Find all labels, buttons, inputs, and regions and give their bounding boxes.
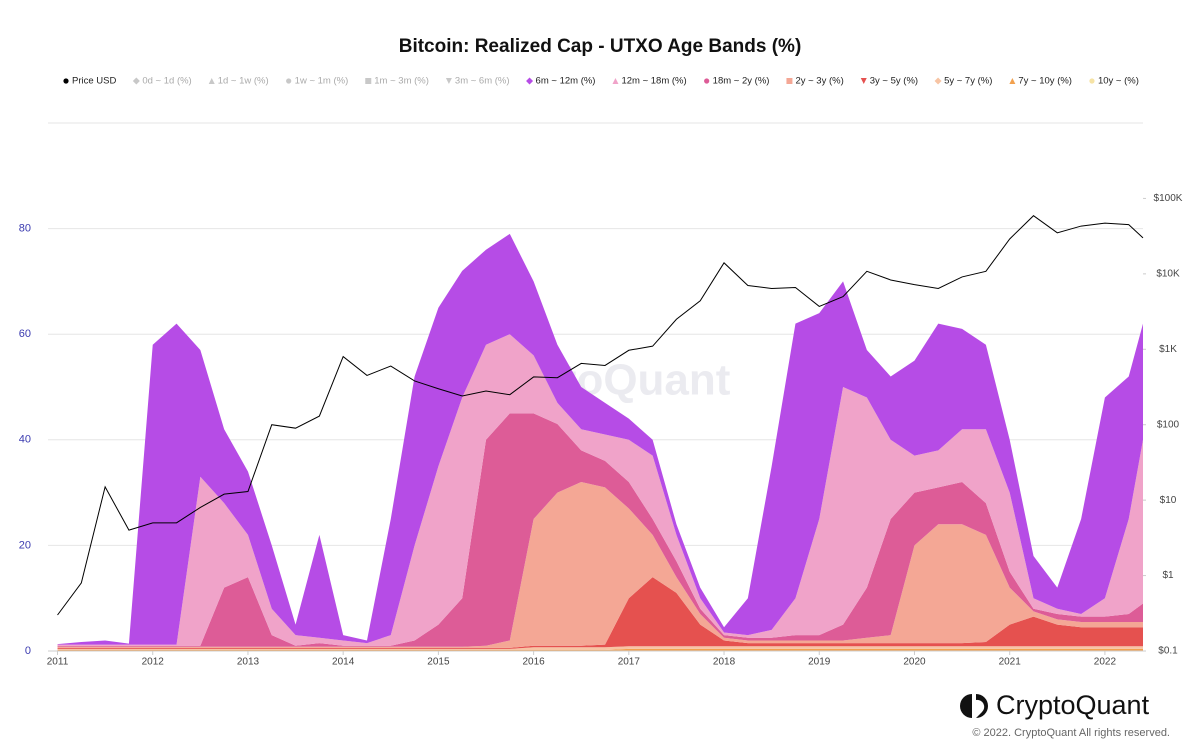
x-tick-label: 2021 — [999, 657, 1022, 668]
legend-item: 1w ~ 1m (%) — [286, 76, 348, 87]
legend-item: 12m ~ 18m (%) — [612, 76, 687, 87]
legend-marker — [612, 78, 619, 84]
legend-label: 1w ~ 1m (%) — [295, 76, 349, 87]
x-tick-label: 2022 — [1094, 657, 1117, 668]
area — [57, 482, 1143, 648]
logo-icon — [976, 694, 988, 718]
area — [57, 646, 1143, 650]
chart-title: Bitcoin: Realized Cap - UTXO Age Bands (… — [399, 36, 802, 57]
legend-marker — [1089, 78, 1095, 84]
area — [57, 233, 1143, 645]
legend-marker — [132, 77, 140, 85]
area — [57, 413, 1143, 647]
y2-tick-label: $1K — [1159, 344, 1177, 355]
legend-marker — [526, 77, 534, 85]
logo-icon — [960, 694, 972, 718]
plot-lines — [57, 215, 1144, 616]
logo: CryptoQuant — [960, 690, 1150, 720]
x-tick-label: 2020 — [903, 657, 926, 668]
legend-label: 18m ~ 2y (%) — [713, 76, 770, 87]
logo-text: CryptoQuant — [996, 690, 1150, 720]
legend-item: 6m ~ 12m (%) — [526, 76, 595, 87]
legend-label: 6m ~ 12m (%) — [536, 76, 596, 87]
legend-marker — [934, 77, 942, 85]
legend-item: 3m ~ 6m (%) — [445, 76, 510, 87]
legend-label: 7y ~ 10y (%) — [1018, 76, 1072, 87]
legend-marker — [365, 78, 372, 84]
x-tick-label: 2019 — [808, 657, 831, 668]
legend-item: Price USD — [63, 76, 116, 87]
legend-item: 1m ~ 3m (%) — [365, 76, 429, 87]
y2-tick-label: $10 — [1160, 495, 1177, 506]
legend-label: 5y ~ 7y (%) — [944, 76, 992, 87]
x-tick-label: 2016 — [522, 657, 545, 668]
legend-marker — [786, 78, 793, 84]
legend-item: 1d ~ 1w (%) — [208, 76, 269, 87]
axes: 0 20 40 60 80 $0.1 $1 $10 $100 $1K $10K $100K 2011 20… — [19, 193, 1183, 668]
legend: Price USD 0d ~ 1d (%) 1d ~ 1w (%) 1w ~ 1m (… — [63, 76, 1139, 87]
legend-item: 3y ~ 5y (%) — [860, 76, 918, 87]
y2-tick-label: $1 — [1162, 570, 1174, 581]
y2-tick-label: $100 — [1157, 419, 1180, 430]
y-tick-label: 0 — [25, 645, 31, 657]
y-tick-label: 80 — [19, 223, 31, 235]
x-tick-label: 2017 — [618, 657, 641, 668]
legend-label: 1m ~ 3m (%) — [374, 76, 429, 87]
legend-marker — [286, 78, 292, 84]
legend-item: 0d ~ 1d (%) — [132, 76, 192, 87]
legend-label: 1d ~ 1w (%) — [218, 76, 269, 87]
legend-marker — [704, 78, 710, 84]
legend-label: 10y ~ (%) — [1098, 76, 1139, 87]
x-tick-label: 2012 — [142, 657, 165, 668]
area — [57, 577, 1143, 649]
price-line — [57, 215, 1144, 616]
legend-marker — [860, 78, 867, 84]
legend-marker — [63, 78, 69, 84]
x-tick-label: 2013 — [237, 657, 260, 668]
legend-label: 3m ~ 6m (%) — [455, 76, 510, 87]
x-tick-label: 2014 — [332, 657, 355, 668]
copyright: © 2022. CryptoQuant All rights reserved. — [972, 727, 1170, 739]
legend-item: 10y ~ (%) — [1089, 76, 1139, 87]
legend-item: 7y ~ 10y (%) — [1009, 76, 1072, 87]
area — [57, 334, 1143, 646]
y-tick-label: 20 — [19, 539, 31, 551]
legend-label: 12m ~ 18m (%) — [621, 76, 686, 87]
legend-marker — [208, 78, 215, 84]
legend-item: 2y ~ 3y (%) — [786, 76, 844, 87]
plot-areas — [57, 233, 1143, 651]
y2-tick-label: $10K — [1156, 268, 1180, 279]
y2-tick-label: $100K — [1154, 193, 1183, 204]
legend-marker — [1009, 78, 1016, 84]
legend-label: 2y ~ 3y (%) — [795, 76, 843, 87]
area — [57, 648, 1143, 651]
y-tick-label: 60 — [19, 328, 31, 340]
legend-item: 18m ~ 2y (%) — [704, 76, 769, 87]
legend-label: 3y ~ 5y (%) — [870, 76, 918, 87]
legend-label: 0d ~ 1d (%) — [142, 76, 191, 87]
x-tick-label: 2018 — [713, 657, 736, 668]
legend-item: 5y ~ 7y (%) — [934, 76, 992, 87]
y-tick-label: 40 — [19, 434, 31, 446]
x-tick-label: 2011 — [47, 657, 69, 668]
legend-marker — [445, 78, 452, 84]
legend-label: Price USD — [72, 76, 116, 87]
x-tick-label: 2015 — [427, 657, 450, 668]
y2-tick-label: $0.1 — [1158, 646, 1178, 657]
